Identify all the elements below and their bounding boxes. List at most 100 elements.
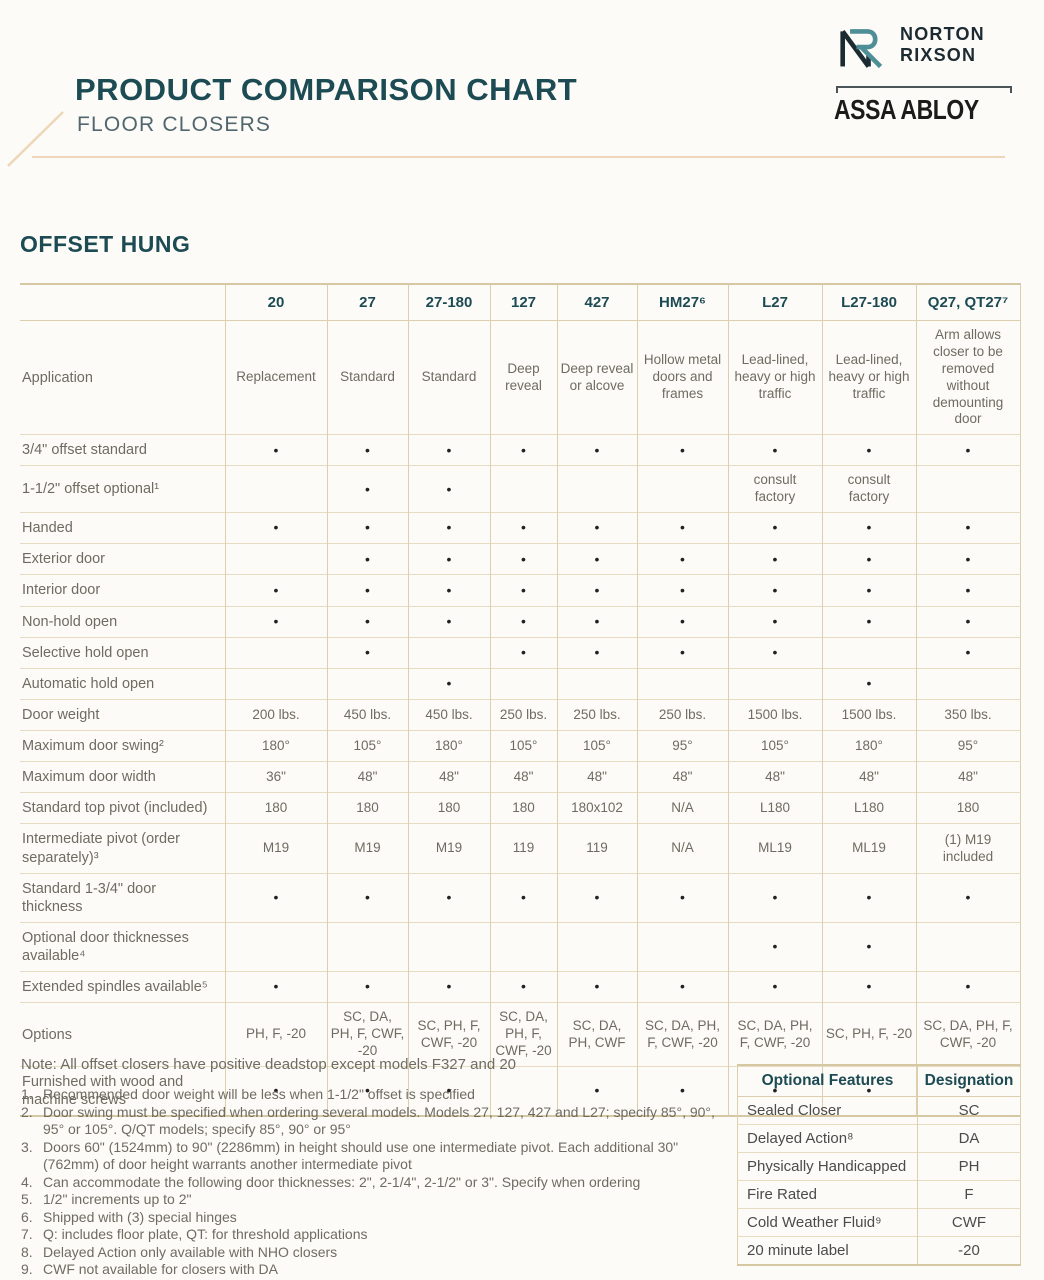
bullet-dot: • (489, 873, 557, 923)
bullet-dot: • (489, 543, 557, 575)
column-header-row: 20 27 27-180 127 427 HM27⁶ L27 L27-180 Q27, QT27… (20, 283, 1020, 321)
feature-designation: F (917, 1180, 1021, 1209)
table-cell: N/A (636, 823, 728, 874)
feature-designation: CWF (917, 1208, 1021, 1237)
row-label: Intermediate pivot (order separately)³ (22, 831, 180, 866)
bullet-dot: • (821, 512, 916, 544)
bullet-dot: • (407, 512, 490, 544)
bullet-dot: • (556, 512, 637, 544)
feature-name: Delayed Action⁸ (737, 1124, 918, 1153)
table-cell (556, 668, 637, 700)
table-cell: M19 (326, 823, 408, 874)
bullet-dot: • (821, 434, 916, 466)
bullet-dot: • (489, 512, 557, 544)
table-cell: 36" (224, 761, 327, 793)
brand-name: NORTON RIXSON (900, 24, 985, 66)
row-label: 3/4" offset standard (22, 442, 147, 459)
bullet-dot: • (489, 574, 557, 606)
bullet-dot: • (636, 606, 728, 638)
bullet-dot: • (636, 971, 728, 1003)
feature-row: Delayed Action⁸ DA (737, 1124, 1021, 1153)
table-cell (636, 668, 728, 700)
table-row: Intermediate pivot (order separately)³ M1… (20, 823, 1020, 874)
bullet-dot: • (489, 637, 557, 669)
table-cell (326, 668, 408, 700)
footnote-item: 9. CWF not available for closers with DA (21, 1261, 723, 1279)
column-header: Q27, QT27⁷ (915, 283, 1020, 321)
table-row: 1-1/2" offset optional¹ • • consult factory… (20, 465, 1020, 513)
page-subtitle: FLOOR CLOSERS (77, 113, 272, 136)
column-header: 27 (326, 283, 408, 321)
table-cell: SC, DA, PH, F, CWF, -20 (636, 1002, 728, 1067)
bullet-dot: • (556, 574, 637, 606)
bullet-dot: • (407, 434, 490, 466)
row-label: Standard 1-3/4" door thickness (22, 880, 157, 915)
column-header: 27-180 (407, 283, 490, 321)
table-cell: 180 (489, 792, 557, 824)
table-row: Standard top pivot (included) 180 180 180 18… (20, 792, 1020, 824)
footnote-item: 8. Delayed Action only available with NH… (21, 1244, 723, 1262)
table-row: Selective hold open • • • • • • (20, 637, 1020, 669)
bullet-dot: • (489, 971, 557, 1003)
feature-row: Sealed Closer SC (737, 1096, 1021, 1125)
bullet-dot: • (727, 637, 822, 669)
bullet-dot: • (224, 434, 327, 466)
table-cell: 1500 lbs. (821, 699, 916, 731)
bullet-dot: • (821, 922, 916, 972)
bullet-dot: • (326, 434, 408, 466)
table-cell (489, 465, 557, 513)
row-label: Application (22, 369, 93, 386)
table-cell: 105° (326, 730, 408, 762)
footnote-number: 9. (21, 1261, 33, 1277)
table-cell: 48" (821, 761, 916, 793)
bullet-dot: • (326, 606, 408, 638)
bullet-dot: • (821, 606, 916, 638)
table-cell: 250 lbs. (489, 699, 557, 731)
table-cell: SC, DA, PH, F, CWF, -20 (489, 1002, 557, 1067)
table-cell: 48" (489, 761, 557, 793)
table-cell: 180 (915, 792, 1020, 824)
feature-name: 20 minute label (737, 1236, 918, 1265)
bullet-dot: • (326, 574, 408, 606)
feature-name: Fire Rated (737, 1180, 918, 1209)
feature-row: 20 minute label -20 (737, 1236, 1021, 1265)
column-header: HM27⁶ (636, 283, 728, 321)
table-cell: SC, PH, F, -20 (821, 1002, 916, 1067)
table-cell: SC, PH, F, CWF, -20 (407, 1002, 490, 1067)
footnote-text: 1/2" increments up to 2" (43, 1191, 192, 1207)
column-header-empty (20, 283, 225, 321)
row-label: Handed (22, 520, 73, 537)
table-row: Optional door thicknesses available⁴ • • (20, 922, 1020, 972)
feature-name: Sealed Closer (737, 1096, 918, 1125)
table-cell: 180 (224, 792, 327, 824)
footnote-item: 1. Recommended door weight will be less … (21, 1086, 723, 1104)
table-cell: 48" (915, 761, 1020, 793)
footnote-item: 3. Doors 60" (1524mm) to 90" (2286mm) in… (21, 1139, 723, 1174)
bullet-dot: • (407, 574, 490, 606)
bullet-dot: • (636, 873, 728, 923)
footnote-item: 2. Door swing must be specified when ord… (21, 1104, 723, 1139)
table-cell (636, 922, 728, 972)
table-cell: consult factory (727, 465, 822, 513)
table-cell: PH, F, -20 (224, 1002, 327, 1067)
table-cell: L180 (821, 792, 916, 824)
bullet-dot: • (556, 637, 637, 669)
table-cell (556, 465, 637, 513)
bullet-dot: • (407, 1066, 490, 1117)
bullet-dot: • (727, 922, 822, 972)
table-cell: N/A (636, 792, 728, 824)
footnote-text: CWF not available for closers with DA (43, 1261, 278, 1277)
bullet-dot: • (821, 574, 916, 606)
bullet-dot: • (915, 971, 1020, 1003)
table-cell (556, 922, 637, 972)
column-header: L27-180 (821, 283, 916, 321)
table-cell: consult factory (821, 465, 916, 513)
row-label: Automatic hold open (22, 675, 155, 692)
bullet-dot: • (915, 512, 1020, 544)
table-cell: Standard (326, 320, 408, 435)
table-cell: Deep reveal (489, 320, 557, 435)
table-cell: Arm allows closer to be removed without … (915, 320, 1020, 435)
table-row: Automatic hold open • • (20, 668, 1020, 700)
row-label: Optional door thicknesses available⁴ (22, 929, 189, 964)
table-note: Note: All offset closers have positive d… (21, 1056, 517, 1073)
